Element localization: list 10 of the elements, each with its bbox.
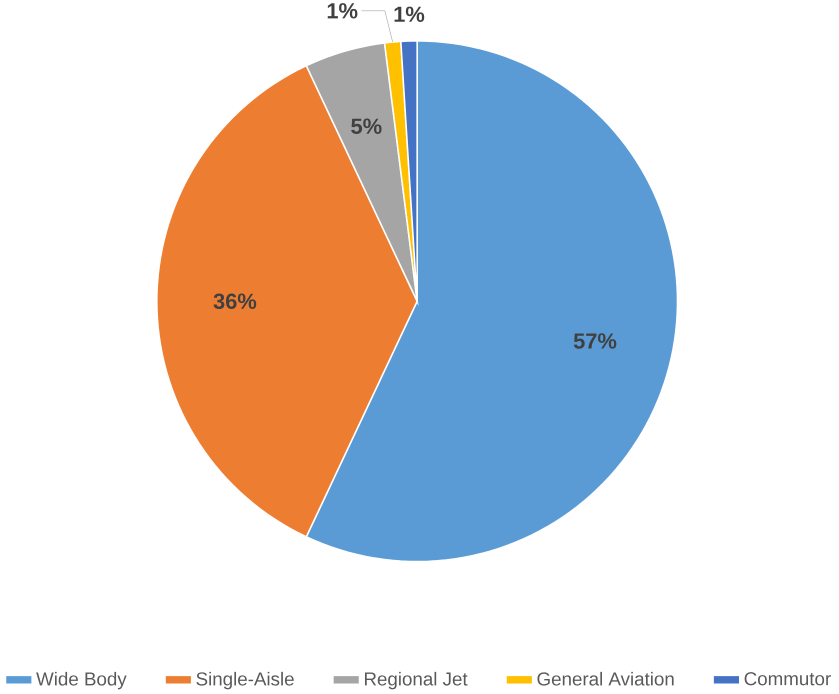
data-label: 57% (574, 333, 616, 349)
legend-label: Single-Aisle (196, 672, 294, 690)
legend-label: General Aviation (537, 672, 674, 686)
legend-label: Commutor (744, 672, 831, 686)
data-label: 36% (214, 293, 256, 310)
data-label: 1% (328, 3, 358, 19)
legend-label: Regional Jet (364, 672, 468, 690)
legend-label: Wide Body (36, 672, 127, 690)
data-label: 5% (351, 118, 382, 134)
data-label: 1% (394, 6, 424, 22)
